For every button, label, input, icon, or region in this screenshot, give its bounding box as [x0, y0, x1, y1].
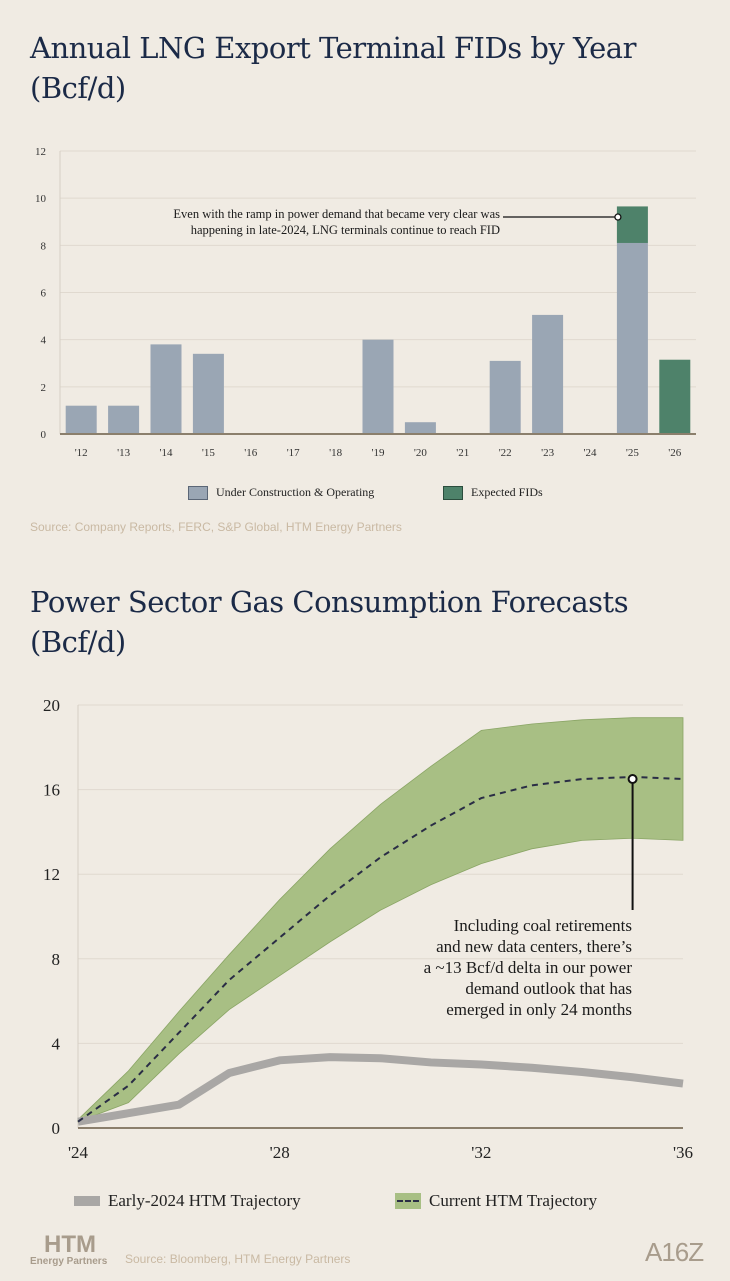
- early-2024-line: [77, 1053, 684, 1126]
- chart2-annotation-line: emerged in only 24 months: [446, 1000, 632, 1019]
- x-tick-label: '36: [673, 1143, 693, 1162]
- chart2-annotation-line: demand outlook that has: [465, 979, 632, 998]
- y-tick-label: 2: [41, 382, 47, 394]
- bar: [192, 353, 224, 434]
- y-tick-label: 12: [43, 865, 60, 884]
- y-tick-label: 20: [43, 696, 60, 715]
- current-trajectory-line: [77, 775, 684, 1123]
- legend-label: Expected FIDs: [471, 485, 543, 499]
- chart1-legend-item: Expected FIDs: [443, 485, 543, 500]
- bar: [489, 360, 521, 434]
- chart2-legend-item: Current HTM Trajectory: [395, 1191, 597, 1211]
- y-tick-label: 10: [35, 193, 47, 205]
- bar: [362, 339, 394, 434]
- x-tick-label: '13: [117, 447, 130, 459]
- chart1-title: Annual LNG Export Terminal FIDs by Year …: [30, 31, 636, 105]
- bar: [532, 314, 564, 434]
- x-tick-label: '12: [75, 447, 88, 459]
- x-tick-label: '20: [414, 447, 427, 459]
- x-tick-label: '17: [287, 447, 300, 459]
- x-tick-label: '21: [456, 447, 469, 459]
- legend-swatch-expected: [443, 485, 463, 500]
- chart2-source: Source: Bloomberg, HTM Energy Partners: [125, 1252, 351, 1266]
- y-tick-label: 8: [41, 240, 47, 252]
- x-tick-label: '32: [471, 1143, 491, 1162]
- y-tick-label: 4: [52, 1034, 61, 1053]
- chart2-title: Power Sector Gas Consumption Forecasts (…: [30, 585, 629, 659]
- legend-swatch-under-construction: [188, 485, 208, 500]
- x-tick-label: '24: [68, 1143, 89, 1162]
- x-tick-label: '22: [499, 447, 512, 459]
- x-tick-label: '14: [160, 447, 173, 459]
- x-tick-label: '19: [372, 447, 385, 459]
- chart2-annotation-line: Including coal retirements: [453, 916, 632, 935]
- y-tick-label: 0: [41, 429, 47, 441]
- legend-swatch-early-2024: [74, 1196, 100, 1206]
- chart2-annotation-line: a ~13 Bcf/d delta in our power: [423, 958, 632, 977]
- y-tick-label: 4: [41, 335, 47, 347]
- chart2-legend-item: Early-2024 HTM Trajectory: [74, 1191, 301, 1211]
- bar: [659, 359, 691, 434]
- bar: [616, 206, 648, 243]
- chart1-annotation: Even with the ramp in power demand that …: [80, 206, 500, 238]
- bar: [65, 405, 97, 434]
- y-tick-label: 0: [52, 1119, 61, 1138]
- x-tick-label: '18: [329, 447, 342, 459]
- bar: [108, 405, 140, 434]
- bar: [150, 344, 182, 434]
- x-tick-label: '26: [668, 447, 681, 459]
- chart1-annotation-line: happening in late-2024, LNG terminals co…: [190, 223, 500, 237]
- legend-label: Current HTM Trajectory: [429, 1191, 598, 1210]
- x-tick-label: '25: [626, 447, 639, 459]
- chart1-legend-item: Under Construction & Operating: [188, 485, 374, 500]
- annotation-marker: [614, 213, 622, 221]
- y-tick-label: 6: [41, 288, 47, 300]
- bar: [404, 422, 436, 434]
- x-tick-label: '23: [541, 447, 554, 459]
- annotation-marker: [627, 774, 638, 785]
- y-tick-label: 16: [43, 781, 60, 800]
- legend-label: Under Construction & Operating: [216, 485, 375, 499]
- a16z-logo: A16Z: [645, 1237, 704, 1267]
- htm-logo-sub: Energy Partners: [30, 1256, 108, 1267]
- y-tick-label: 8: [52, 950, 61, 969]
- chart1-annotation-line: Even with the ramp in power demand that …: [173, 207, 500, 221]
- htm-logo: HTM Energy Partners: [30, 1231, 108, 1268]
- legend-label: Early-2024 HTM Trajectory: [108, 1191, 301, 1210]
- htm-logo-text: HTM: [44, 1231, 96, 1258]
- x-tick-label: '16: [244, 447, 257, 459]
- y-tick-label: 12: [35, 146, 46, 158]
- forecast-band: [77, 717, 684, 1123]
- legend-swatch-current: [395, 1193, 421, 1209]
- x-tick-label: '24: [584, 447, 597, 459]
- x-tick-label: '15: [202, 447, 215, 459]
- x-tick-label: '28: [270, 1143, 290, 1162]
- bar: [616, 242, 648, 434]
- chart2-annotation-line: and new data centers, there’s: [436, 937, 632, 956]
- chart1-source: Source: Company Reports, FERC, S&P Globa…: [30, 520, 402, 534]
- chart2-annotation: Including coal retirements and new data …: [330, 915, 632, 1020]
